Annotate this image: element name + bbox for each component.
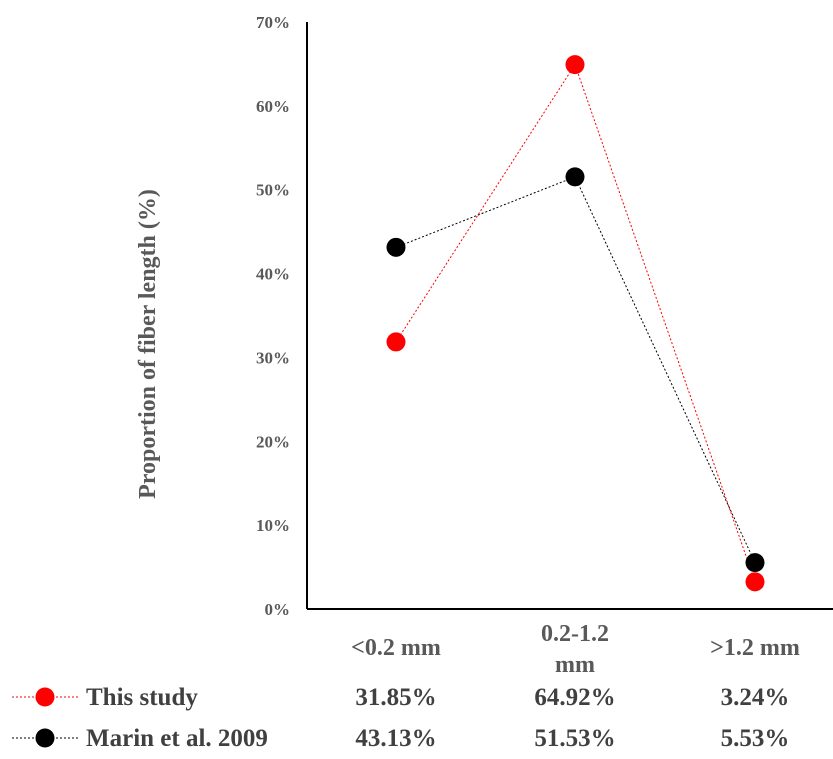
data-table-cell: 31.85% [355,684,436,711]
data-point [565,167,585,187]
data-table-cell: 5.53% [721,725,790,752]
y-tick-label: 60% [256,97,290,116]
category-label: 0.2-1.2 mm [541,621,609,678]
y-tick-label: 40% [256,265,290,284]
data-point [386,237,406,257]
y-tick-label: 70% [256,13,290,32]
data-table-cell: 64.92% [534,684,615,711]
data-point [745,553,765,573]
y-tick-label: 20% [256,432,290,451]
data-table-cell: 51.53% [534,725,615,752]
y-tick-label: 30% [256,348,290,367]
data-point [745,572,765,592]
legend-series-name: Marin et al. 2009 [86,725,268,752]
y-tick-label: 50% [256,181,290,200]
data-point [565,55,585,75]
legend-marker [35,687,55,707]
y-axis-label: Proportion of fiber length (%) [135,189,161,499]
data-table-cell: 3.24% [721,684,790,711]
category-label: >1.2 mm [710,635,800,661]
legend-marker [35,728,55,748]
data-table-cell: 43.13% [355,725,436,752]
y-tick-label: 0% [265,600,291,619]
y-tick-label: 10% [256,516,290,535]
data-point [386,332,406,352]
series-lines [395,63,756,582]
y-tick-labels: 0% 10% 20% 30% 40% 50% 60% 70% [256,13,290,619]
axes [306,22,833,610]
legend-series-name: This study [86,684,198,711]
category-labels: <0.2 mm 0.2-1.2 mm >1.2 mm [351,621,800,678]
data-points [386,55,765,592]
series-line [395,63,756,582]
legend-data-table: This study 31.85% 64.92% 3.24% Marin et al. … [12,684,789,752]
category-label: <0.2 mm [351,635,441,661]
series-line [395,176,756,563]
